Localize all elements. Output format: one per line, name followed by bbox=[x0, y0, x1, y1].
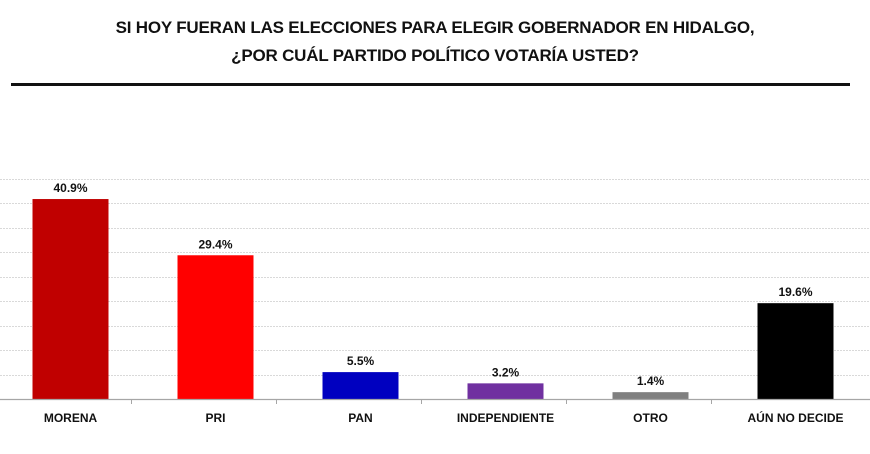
x-tick-label: AÚN NO DECIDE bbox=[747, 410, 843, 425]
bar-pan bbox=[322, 372, 399, 399]
x-tick-label: INDEPENDIENTE bbox=[457, 411, 554, 425]
bar-aún-no-decide bbox=[757, 303, 834, 399]
data-label: 1.4% bbox=[637, 374, 665, 388]
data-label: 19.6% bbox=[778, 285, 812, 299]
x-tick-label: MORENA bbox=[44, 411, 98, 425]
chart-title: SI HOY FUERAN LAS ELECCIONES PARA ELEGIR… bbox=[115, 18, 755, 37]
bar-independiente bbox=[467, 383, 544, 399]
x-tick-label: OTRO bbox=[633, 411, 668, 425]
chart-subtitle: ¿POR CUÁL PARTIDO POLÍTICO VOTARÍA USTED… bbox=[231, 46, 639, 65]
data-label: 3.2% bbox=[492, 365, 520, 379]
bar-otro bbox=[612, 392, 689, 399]
data-labels: 40.9% 29.4% 5.5% 3.2% 1.4% 19.6% bbox=[53, 181, 812, 388]
bar-morena bbox=[32, 199, 109, 399]
x-tick-labels: MORENA PRI PAN INDEPENDIENTE OTRO AÚN NO DECI… bbox=[44, 410, 844, 425]
bar-pri bbox=[177, 255, 254, 399]
data-label: 5.5% bbox=[347, 354, 375, 368]
data-label: 29.4% bbox=[198, 237, 232, 251]
gridlines bbox=[0, 179, 870, 376]
title-divider bbox=[11, 83, 850, 86]
data-label: 40.9% bbox=[53, 181, 87, 195]
x-tick-label: PAN bbox=[348, 411, 372, 425]
x-tick-label: PRI bbox=[205, 411, 225, 425]
x-axis bbox=[0, 398, 870, 404]
bars bbox=[32, 199, 834, 399]
